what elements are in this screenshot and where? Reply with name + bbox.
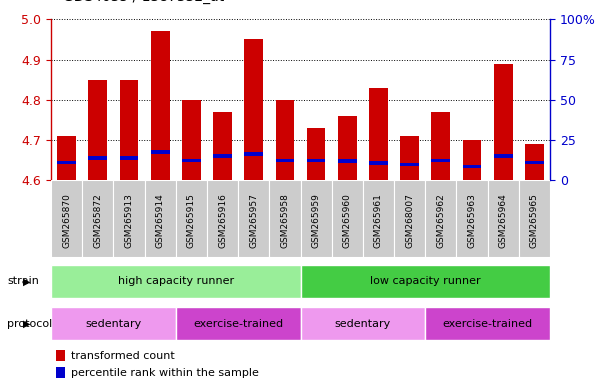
Text: sedentary: sedentary [85, 318, 142, 329]
Text: GSM265915: GSM265915 [187, 193, 196, 248]
Text: GSM265961: GSM265961 [374, 193, 383, 248]
Text: GSM265958: GSM265958 [281, 193, 290, 248]
Text: GSM265916: GSM265916 [218, 193, 227, 248]
Bar [238, 180, 269, 257]
Text: GSM265965: GSM265965 [530, 193, 539, 248]
Bar [182, 159, 201, 162]
Bar [145, 180, 176, 257]
Bar [307, 128, 326, 180]
Bar [525, 161, 544, 164]
Bar [487, 180, 519, 257]
Bar [182, 100, 201, 180]
Bar [307, 159, 326, 162]
Bar [120, 157, 138, 160]
Bar [400, 162, 419, 166]
Bar [400, 136, 419, 180]
Text: GSM265963: GSM265963 [468, 193, 477, 248]
Bar [51, 307, 176, 340]
Bar [494, 154, 513, 158]
Bar [51, 180, 82, 257]
Bar [88, 157, 107, 160]
Text: exercise-trained: exercise-trained [442, 318, 532, 329]
Text: exercise-trained: exercise-trained [193, 318, 283, 329]
Bar [369, 88, 388, 180]
Text: GSM265959: GSM265959 [311, 193, 320, 248]
Bar [432, 159, 450, 162]
Text: GSM265914: GSM265914 [156, 193, 165, 248]
Bar [332, 180, 363, 257]
Bar [300, 307, 426, 340]
Bar [394, 180, 426, 257]
Bar [276, 100, 294, 180]
Text: low capacity runner: low capacity runner [370, 276, 481, 286]
Bar [276, 159, 294, 162]
Bar [456, 180, 487, 257]
Text: GSM265872: GSM265872 [93, 193, 102, 248]
Bar [213, 112, 232, 180]
Text: GSM268007: GSM268007 [405, 193, 414, 248]
Text: strain: strain [7, 276, 39, 286]
Text: sedentary: sedentary [335, 318, 391, 329]
Bar [338, 116, 356, 180]
Bar [245, 40, 263, 180]
Bar [56, 350, 65, 361]
Bar [300, 265, 550, 298]
Text: GSM265964: GSM265964 [499, 193, 508, 248]
Bar [151, 31, 169, 180]
Bar [245, 152, 263, 156]
Text: GSM265960: GSM265960 [343, 193, 352, 248]
Bar [300, 180, 332, 257]
Bar [56, 367, 65, 378]
Bar [426, 180, 456, 257]
Text: high capacity runner: high capacity runner [118, 276, 234, 286]
Text: GSM265913: GSM265913 [124, 193, 133, 248]
Text: GDS4035 / 1387332_at: GDS4035 / 1387332_at [63, 0, 224, 4]
Text: percentile rank within the sample: percentile rank within the sample [71, 368, 259, 378]
Bar [88, 80, 107, 180]
Bar [494, 64, 513, 180]
Bar [463, 140, 481, 180]
Bar [432, 112, 450, 180]
Bar [57, 136, 76, 180]
Bar [114, 180, 145, 257]
Bar [525, 144, 544, 180]
Bar [363, 180, 394, 257]
Text: GSM265870: GSM265870 [62, 193, 71, 248]
Text: GSM265957: GSM265957 [249, 193, 258, 248]
Bar [51, 265, 300, 298]
Bar [213, 154, 232, 158]
Text: ▶: ▶ [23, 318, 31, 329]
Bar [207, 180, 238, 257]
Bar [176, 180, 207, 257]
Bar [57, 161, 76, 164]
Bar [82, 180, 114, 257]
Text: GSM265962: GSM265962 [436, 193, 445, 248]
Bar [338, 159, 356, 163]
Bar [426, 307, 550, 340]
Text: protocol: protocol [7, 318, 52, 329]
Bar [269, 180, 300, 257]
Text: ▶: ▶ [23, 276, 31, 286]
Bar [151, 151, 169, 154]
Bar [519, 180, 550, 257]
Bar [120, 80, 138, 180]
Bar [176, 307, 300, 340]
Bar [369, 161, 388, 165]
Text: transformed count: transformed count [71, 351, 175, 361]
Bar [463, 165, 481, 168]
